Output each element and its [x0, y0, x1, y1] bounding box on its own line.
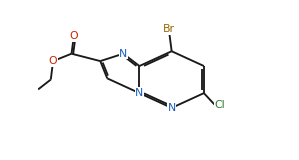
Text: N: N	[167, 103, 176, 113]
Text: N: N	[135, 88, 144, 98]
Text: N: N	[119, 49, 127, 59]
Text: Br: Br	[163, 24, 175, 34]
Text: Cl: Cl	[215, 100, 225, 110]
Text: O: O	[49, 56, 57, 66]
Text: O: O	[69, 32, 78, 41]
